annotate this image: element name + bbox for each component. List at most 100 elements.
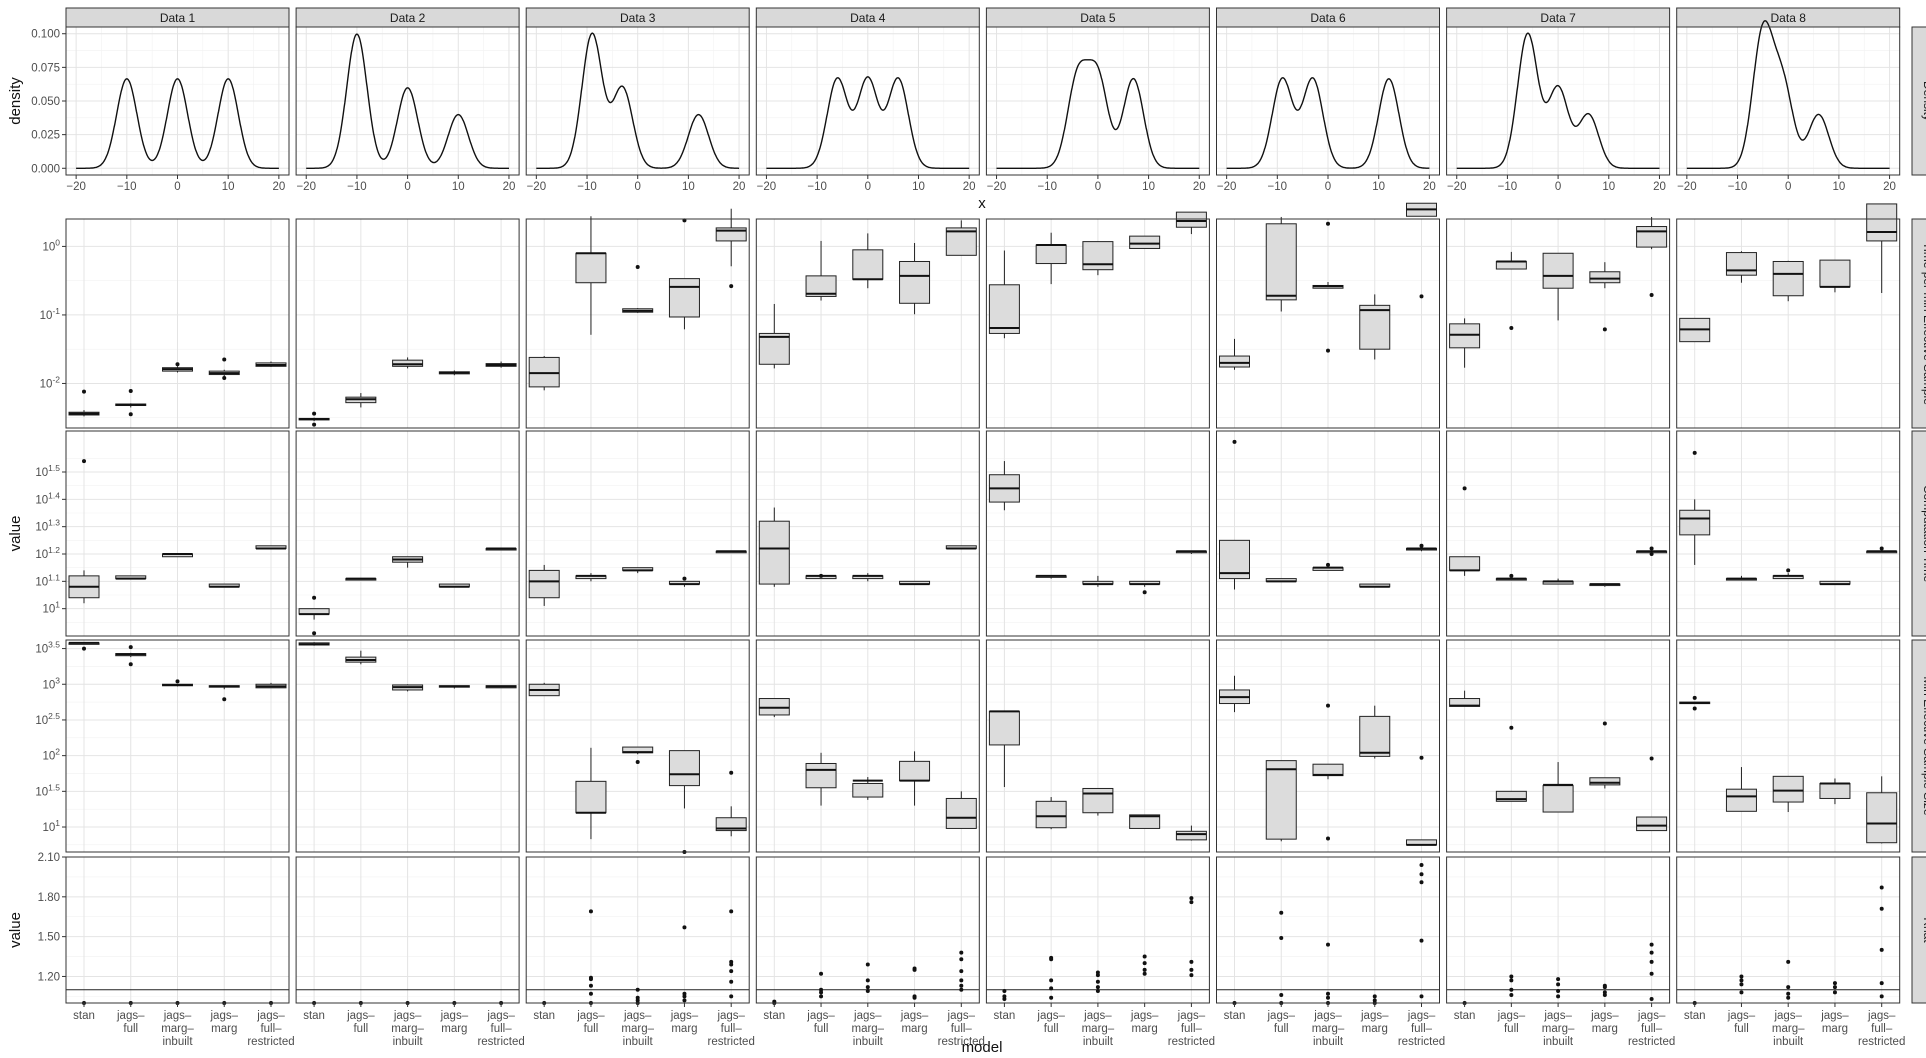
box xyxy=(1449,556,1481,571)
panel-frame xyxy=(295,218,520,429)
model-tick-label: inbuilt xyxy=(853,1036,884,1048)
outlier-point xyxy=(729,770,734,775)
density-curve xyxy=(766,76,970,169)
panel-frame xyxy=(1216,639,1440,853)
model-tick-label: jags– xyxy=(256,1010,285,1022)
y-tick-base: 10 xyxy=(42,822,55,834)
rhat-point xyxy=(1739,974,1744,979)
outlier-point xyxy=(1326,562,1330,567)
model-tick-label: inbuilt xyxy=(623,1036,654,1048)
model-tick-label: full– xyxy=(721,1023,743,1035)
x-tick-label: 20 xyxy=(733,181,746,193)
rhat-point xyxy=(1832,981,1837,986)
model-tick-label: jags– xyxy=(346,1010,375,1022)
model-tick-label: jags– xyxy=(1313,1010,1342,1022)
panel-frame xyxy=(985,430,1210,637)
box xyxy=(1636,816,1668,832)
box xyxy=(1219,355,1250,368)
density-curve xyxy=(536,32,740,169)
rhat-point xyxy=(1049,986,1054,991)
outlier-point xyxy=(222,375,227,380)
rhat-point xyxy=(1372,998,1377,1003)
rhat-point xyxy=(1002,989,1007,994)
model-tick-label: full xyxy=(1274,1023,1289,1035)
box xyxy=(528,569,560,599)
model-tick-label: full– xyxy=(1411,1023,1433,1035)
panel-frame xyxy=(985,639,1210,853)
x-tick-label: −10 xyxy=(1037,181,1057,193)
outlier-point xyxy=(1326,348,1330,353)
model-tick-label: full xyxy=(123,1023,138,1035)
model-tick-label: marg xyxy=(211,1023,237,1035)
rhat-point xyxy=(1279,993,1284,998)
rhat-point xyxy=(1879,906,1884,911)
rhat-point xyxy=(1189,967,1194,972)
outlier-point xyxy=(1649,293,1654,298)
outlier-point xyxy=(1509,573,1514,578)
rhat-point xyxy=(959,987,964,992)
y-tick-label: 101.3 xyxy=(35,518,60,534)
model-tick-label: jags– xyxy=(716,1010,745,1022)
rhat-point xyxy=(1189,896,1194,901)
model-tick-label: full xyxy=(353,1023,368,1035)
x-tick-label: 10 xyxy=(1832,181,1845,193)
panel-frame xyxy=(755,430,980,637)
rhat-point xyxy=(1786,995,1791,1000)
model-tick-label: stan xyxy=(994,1010,1016,1022)
y-tick-base: 10 xyxy=(35,522,48,534)
x-tick-label: 10 xyxy=(222,181,235,193)
box xyxy=(668,750,700,787)
y-tick-exponent: 1.3 xyxy=(48,518,60,528)
x-tick-label: −20 xyxy=(1447,181,1467,193)
outlier-point xyxy=(128,388,133,393)
box xyxy=(1175,211,1207,228)
box xyxy=(899,260,931,304)
model-tick-label: restricted xyxy=(1168,1036,1215,1048)
rhat-point xyxy=(865,978,870,983)
facet-strip-label: Data 7 xyxy=(1540,11,1576,25)
model-tick-label: jags– xyxy=(1036,1010,1065,1022)
x-tick-label: 20 xyxy=(272,181,285,193)
y-tick-exponent: 2 xyxy=(55,747,60,757)
panel-frame xyxy=(525,430,750,637)
rhat-point xyxy=(1556,982,1561,987)
panel-frame xyxy=(1446,639,1671,853)
x-tick-label: 20 xyxy=(963,181,976,193)
rhat-point xyxy=(729,979,734,984)
box xyxy=(805,762,837,789)
panel-frame xyxy=(295,639,520,853)
y-tick-base: 10 xyxy=(40,310,53,322)
outlier-point xyxy=(1232,439,1237,444)
model-tick-label: restricted xyxy=(1858,1036,1905,1048)
outlier-point xyxy=(312,411,317,416)
rhat-point xyxy=(865,989,870,994)
model-tick-label: jags– xyxy=(210,1010,239,1022)
rhat-point xyxy=(1279,935,1284,940)
outlier-point xyxy=(1462,486,1467,491)
x-tick-label: 0 xyxy=(865,181,871,193)
y-axis-title: value xyxy=(7,912,24,948)
model-tick-label: full xyxy=(584,1023,599,1035)
box xyxy=(1636,226,1668,248)
y-tick-base: 10 xyxy=(35,576,48,588)
rhat-point xyxy=(1832,985,1837,990)
x-tick-label: −10 xyxy=(1498,181,1518,193)
rhat-point xyxy=(1649,971,1654,976)
rhat-point xyxy=(729,909,734,914)
rhat-point xyxy=(588,909,593,914)
rhat-point xyxy=(1049,978,1054,983)
box xyxy=(1082,241,1114,271)
model-tick-label: marg xyxy=(1822,1023,1848,1035)
facet-strip-label: Data 1 xyxy=(160,11,196,25)
rhat-point xyxy=(1509,993,1514,998)
model-tick-label: stan xyxy=(763,1010,785,1022)
x-tick-label: −10 xyxy=(347,181,367,193)
outlier-point xyxy=(635,760,640,765)
rhat-point xyxy=(1556,989,1561,994)
outlier-point xyxy=(1326,221,1330,226)
rhat-point xyxy=(1556,977,1561,982)
x-tick-label: 0 xyxy=(1095,181,1101,193)
box xyxy=(1449,323,1481,349)
y-tick-base: 10 xyxy=(35,644,48,656)
y-tick-label: 101.5 xyxy=(35,782,60,798)
